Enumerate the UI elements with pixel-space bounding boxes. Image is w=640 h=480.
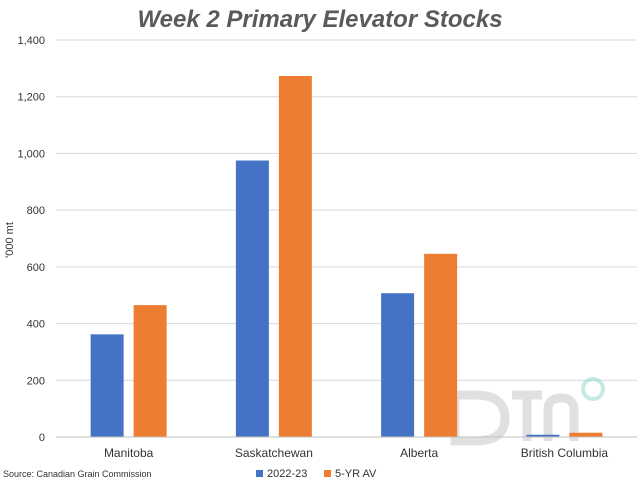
x-tick-label: Manitoba <box>104 446 154 460</box>
legend: 2022-23 5-YR AV <box>256 468 377 480</box>
bar-5-yr-av-saskatchewan <box>278 76 312 437</box>
y-tick-label: 1,400 <box>17 35 45 47</box>
bar-2022-23-british-columbia <box>526 434 560 437</box>
y-tick-label: 200 <box>27 375 45 387</box>
x-tick-label: Alberta <box>400 446 438 460</box>
y-tick-label: 800 <box>27 205 45 217</box>
bar-5-yr-av-alberta <box>424 253 458 437</box>
y-axis-ticks: 0 200 400 600 800 1,000 1,200 1,400 <box>17 35 45 444</box>
bar-2022-23-saskatchewan <box>235 160 269 437</box>
chart-title: Week 2 Primary Elevator Stocks <box>137 6 502 33</box>
bar-2022-23-manitoba <box>90 334 124 437</box>
x-tick-label: British Columbia <box>521 446 609 460</box>
y-tick-label: 1,000 <box>17 148 45 160</box>
x-tick-label: Saskatchewan <box>235 446 313 460</box>
category-labels: Manitoba Saskatchewan Alberta British Colum… <box>104 446 608 460</box>
bar-2022-23-alberta <box>381 293 415 437</box>
legend-label: 5-YR AV <box>335 468 377 480</box>
legend-swatch <box>256 470 263 477</box>
source-note: Source: Canadian Grain Commission <box>3 469 152 479</box>
y-tick-label: 400 <box>27 319 45 331</box>
y-tick-label: 0 <box>39 432 45 444</box>
legend-label: 2022-23 <box>267 468 307 480</box>
bar-5-yr-av-manitoba <box>133 305 167 437</box>
legend-swatch <box>324 470 331 477</box>
dtn-logo <box>450 377 605 446</box>
bar-5-yr-av-british-columbia <box>569 432 603 437</box>
y-tick-label: 600 <box>27 262 45 274</box>
y-axis-label: '000 mt <box>4 222 16 258</box>
bars <box>90 76 603 437</box>
y-tick-label: 1,200 <box>17 92 45 104</box>
